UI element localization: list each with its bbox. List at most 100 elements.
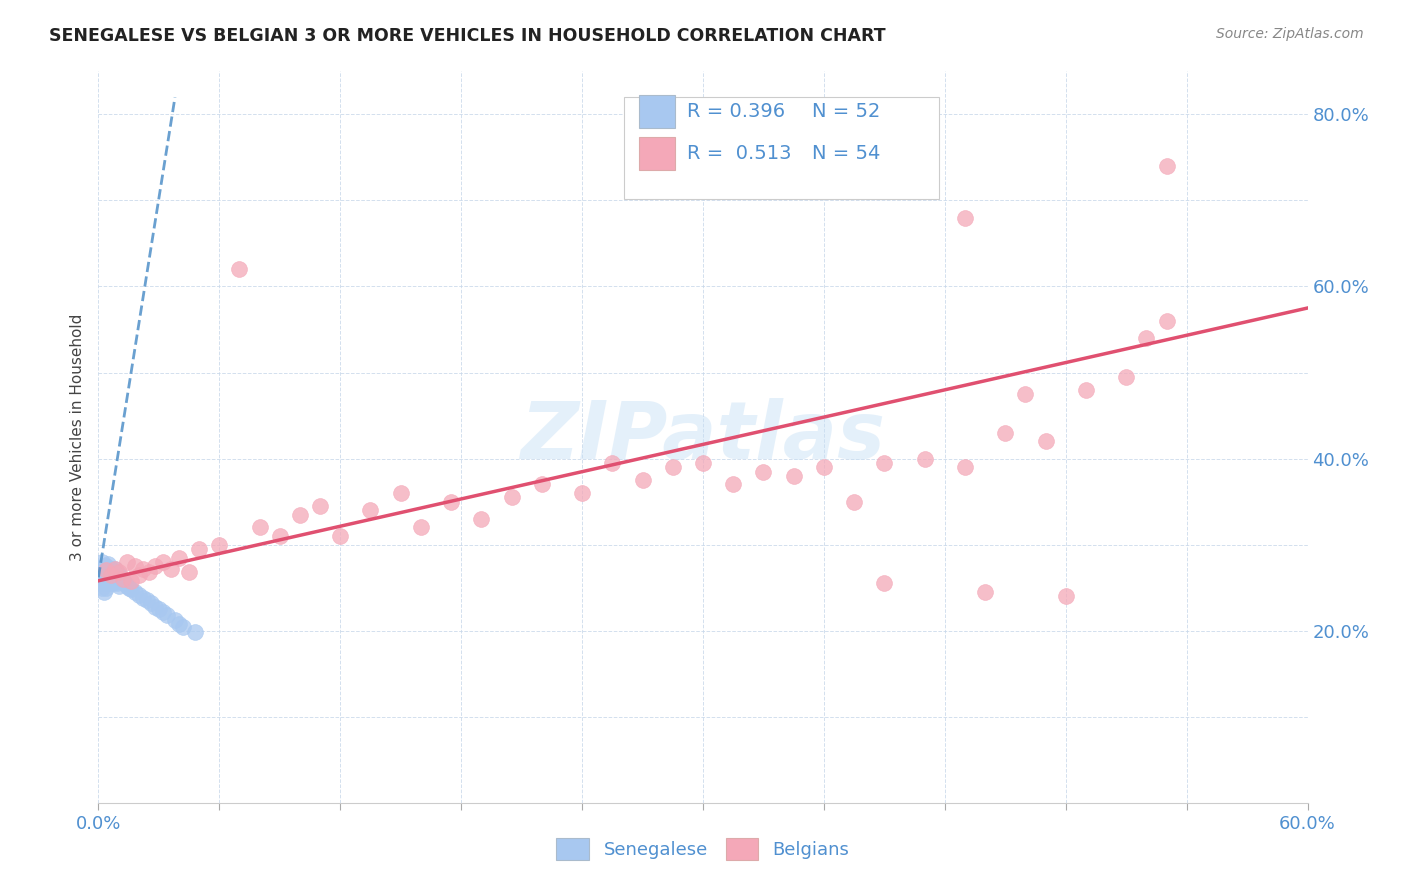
Point bbox=[132, 591, 155, 605]
FancyBboxPatch shape bbox=[624, 97, 939, 200]
Point bbox=[360, 503, 382, 517]
Point bbox=[100, 562, 122, 576]
Point bbox=[93, 559, 115, 574]
Point bbox=[309, 499, 332, 513]
Point bbox=[93, 585, 115, 599]
Point bbox=[783, 468, 806, 483]
Point bbox=[103, 574, 125, 588]
Point bbox=[873, 576, 896, 591]
Point bbox=[96, 564, 118, 578]
Point bbox=[723, 477, 745, 491]
Point bbox=[974, 585, 997, 599]
Point bbox=[1156, 159, 1178, 173]
Point bbox=[128, 588, 150, 602]
Point bbox=[138, 565, 160, 579]
Legend: Senegalese, Belgians: Senegalese, Belgians bbox=[550, 830, 856, 867]
Point bbox=[91, 555, 114, 569]
Text: SENEGALESE VS BELGIAN 3 OR MORE VEHICLES IN HOUSEHOLD CORRELATION CHART: SENEGALESE VS BELGIAN 3 OR MORE VEHICLES… bbox=[49, 27, 886, 45]
Point bbox=[269, 529, 291, 543]
Text: N = 52: N = 52 bbox=[811, 102, 880, 120]
Point bbox=[100, 567, 122, 582]
Point bbox=[188, 541, 211, 556]
Point bbox=[143, 559, 166, 574]
Point bbox=[101, 569, 124, 583]
Point bbox=[1135, 331, 1157, 345]
Y-axis label: 3 or more Vehicles in Household: 3 or more Vehicles in Household bbox=[70, 313, 86, 561]
Point bbox=[1074, 383, 1097, 397]
Point bbox=[97, 557, 120, 571]
Point bbox=[152, 605, 174, 619]
Point bbox=[389, 486, 412, 500]
Point bbox=[148, 602, 170, 616]
Point bbox=[167, 616, 190, 631]
Point bbox=[953, 211, 976, 225]
Point bbox=[96, 559, 118, 574]
Point bbox=[228, 262, 250, 277]
Point bbox=[100, 574, 122, 588]
Point bbox=[111, 574, 134, 588]
Point bbox=[501, 491, 523, 505]
Point bbox=[139, 596, 162, 610]
Point bbox=[97, 576, 120, 591]
Point bbox=[107, 579, 129, 593]
Point bbox=[111, 572, 134, 586]
Point bbox=[953, 460, 976, 475]
Point bbox=[152, 555, 174, 569]
Point bbox=[143, 599, 166, 614]
Point bbox=[132, 562, 155, 576]
Point bbox=[107, 565, 129, 579]
Text: ZIPatlas: ZIPatlas bbox=[520, 398, 886, 476]
Point bbox=[89, 564, 111, 578]
Point bbox=[91, 572, 114, 586]
Point bbox=[96, 581, 118, 595]
Point bbox=[93, 574, 115, 588]
Point bbox=[631, 473, 654, 487]
Point bbox=[1054, 589, 1077, 603]
Point bbox=[752, 465, 775, 479]
Point bbox=[288, 508, 311, 522]
Point bbox=[873, 456, 896, 470]
Point bbox=[1014, 387, 1036, 401]
Point bbox=[1156, 314, 1178, 328]
Point bbox=[184, 625, 207, 640]
Point bbox=[100, 567, 122, 582]
Point bbox=[571, 486, 593, 500]
Point bbox=[89, 567, 111, 582]
Point bbox=[96, 565, 118, 579]
Point bbox=[96, 572, 118, 586]
Point bbox=[470, 512, 492, 526]
Point bbox=[135, 592, 157, 607]
Text: R = 0.396: R = 0.396 bbox=[688, 102, 786, 120]
Point bbox=[1115, 369, 1137, 384]
Point bbox=[249, 520, 271, 534]
Point bbox=[93, 565, 115, 579]
Point bbox=[914, 451, 936, 466]
Point bbox=[103, 567, 125, 582]
Point bbox=[661, 460, 683, 475]
Point bbox=[97, 570, 120, 584]
Point bbox=[156, 608, 179, 623]
Point bbox=[844, 494, 866, 508]
Text: N = 54: N = 54 bbox=[811, 145, 880, 163]
Point bbox=[107, 567, 129, 582]
Point bbox=[163, 613, 186, 627]
Point bbox=[115, 555, 138, 569]
Point bbox=[115, 579, 138, 593]
Text: Source: ZipAtlas.com: Source: ZipAtlas.com bbox=[1216, 27, 1364, 41]
Point bbox=[167, 550, 190, 565]
Point bbox=[97, 564, 120, 578]
Point bbox=[692, 456, 714, 470]
Point bbox=[440, 494, 463, 508]
Point bbox=[91, 562, 114, 576]
Point bbox=[160, 562, 183, 576]
Point bbox=[124, 559, 146, 574]
Bar bbox=[638, 137, 675, 170]
Point bbox=[105, 565, 128, 579]
Point bbox=[101, 564, 124, 578]
Point bbox=[530, 477, 553, 491]
Point bbox=[103, 562, 125, 576]
Point bbox=[994, 425, 1017, 440]
Point bbox=[118, 581, 141, 595]
Point bbox=[128, 567, 150, 582]
Point bbox=[208, 538, 231, 552]
